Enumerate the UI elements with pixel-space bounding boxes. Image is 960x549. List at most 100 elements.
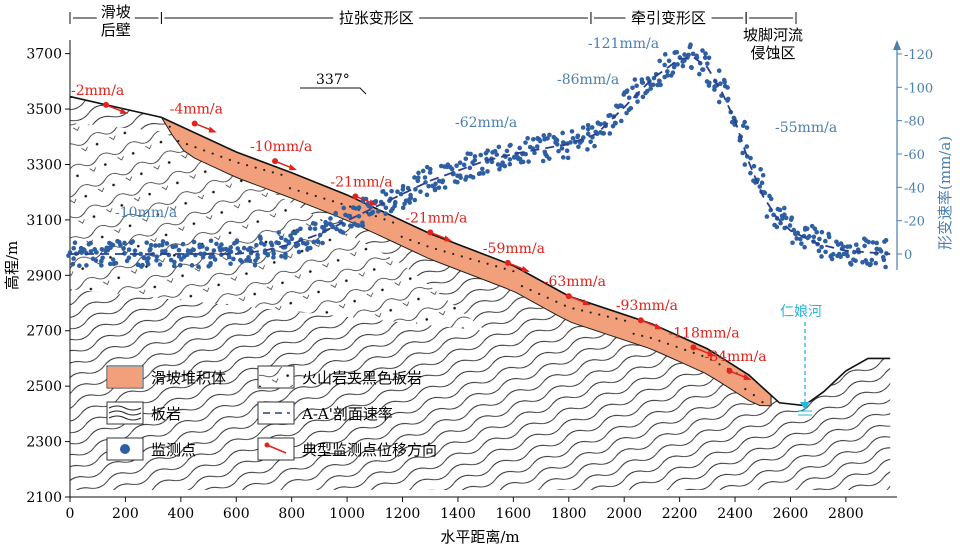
monitoring-dot <box>305 247 310 252</box>
y-tick-label: 2900 <box>26 268 62 284</box>
monitoring-dot <box>383 211 388 216</box>
monitoring-dot <box>138 251 143 257</box>
monitoring-dot <box>511 155 517 160</box>
x-tick-label: 2800 <box>828 506 864 522</box>
x-tick-label: 1200 <box>385 506 421 522</box>
monitoring-dot <box>523 140 528 145</box>
x-tick-label: 1000 <box>329 506 365 522</box>
monitoring-dot <box>395 189 400 194</box>
monitoring-dot <box>757 184 763 189</box>
monitoring-dot <box>619 118 624 124</box>
monitoring-dot <box>819 244 824 250</box>
deposit-gravel <box>280 173 283 176</box>
monitoring-dot <box>356 205 362 210</box>
monitoring-dot <box>718 81 723 86</box>
monitoring-dot <box>725 85 730 90</box>
monitoring-dot <box>740 150 745 156</box>
monitoring-dot <box>517 145 522 151</box>
monitoring-dot <box>648 86 653 91</box>
monitoring-dot <box>870 240 876 245</box>
monitoring-dot <box>812 226 818 232</box>
typical-monitoring-point <box>272 158 279 165</box>
monitoring-dot <box>163 248 168 254</box>
monitoring-dot <box>400 187 406 192</box>
monitoring-dot <box>666 58 672 64</box>
monitoring-dot <box>422 175 428 180</box>
monitoring-dot <box>485 148 491 154</box>
monitoring-dot <box>507 157 513 162</box>
monitoring-dot <box>607 112 613 118</box>
monitoring-dot <box>71 245 76 251</box>
deposit-gravel <box>323 197 326 200</box>
monitoring-dot <box>845 253 850 259</box>
monitoring-dot <box>853 258 858 264</box>
monitoring-dot <box>748 170 753 176</box>
monitoring-dot <box>436 185 442 190</box>
monitoring-dot <box>690 51 696 57</box>
deposit-gravel <box>409 238 412 242</box>
deposit-gravel <box>194 146 197 149</box>
monitoring-dot <box>418 189 423 194</box>
monitoring-dot <box>172 259 177 265</box>
monitoring-dot <box>228 245 234 250</box>
deposit-gravel <box>606 315 609 318</box>
monitoring-dot <box>619 103 624 109</box>
monitoring-dot <box>545 136 550 141</box>
monitoring-dot <box>392 200 398 206</box>
monitoring-dot <box>703 51 708 56</box>
arrow-swatch <box>266 444 287 454</box>
monitoring-dot <box>171 263 177 269</box>
monitoring-dot <box>869 257 875 263</box>
monitoring-dot <box>480 166 485 172</box>
deposit-gravel <box>684 348 687 351</box>
monitoring-dot <box>541 133 547 138</box>
monitoring-dot <box>424 192 430 198</box>
x-tick-label: 1800 <box>551 506 587 522</box>
monitoring-dot <box>458 175 463 180</box>
arrowhead-icon <box>444 235 453 242</box>
deposit-gravel <box>374 215 378 218</box>
legend-label: A-A'剖面速率 <box>301 405 393 423</box>
deposit-gravel <box>220 155 223 158</box>
monitoring-dot <box>532 150 537 156</box>
monitoring-dot <box>559 146 565 151</box>
slate-swatch <box>108 415 142 421</box>
deposit-gravel <box>314 194 317 198</box>
arrowhead-icon <box>120 107 129 114</box>
river-water-icon <box>798 410 812 416</box>
y2-axis-arrow-icon <box>893 40 901 50</box>
monitoring-dot <box>759 180 765 186</box>
monitoring-point-label: -4mm/a <box>170 101 223 117</box>
y-tick-label: 3100 <box>26 213 62 229</box>
dot-icon <box>120 444 130 454</box>
monitoring-point-label: -93mm/a <box>616 298 678 314</box>
monitoring-dot <box>496 144 502 150</box>
deposit-gravel <box>752 394 755 397</box>
x-tick-label: 2000 <box>606 506 642 522</box>
deposit-gravel <box>168 125 171 128</box>
monitoring-dot <box>99 263 104 268</box>
deposit-gravel <box>271 171 274 174</box>
monitoring-dot <box>253 258 258 264</box>
monitoring-dot <box>670 70 676 75</box>
monitoring-dot <box>706 83 712 88</box>
typical-monitoring-point <box>427 229 434 236</box>
monitoring-dot <box>93 258 99 263</box>
deposit-gravel <box>452 252 455 256</box>
legend-label: 典型监测点位移方向 <box>302 441 437 459</box>
arrowhead-icon <box>582 299 591 306</box>
monitoring-dot <box>556 148 561 154</box>
monitoring-dot <box>632 77 638 82</box>
monitoring-dot <box>330 224 336 230</box>
monitoring-dot <box>204 246 210 252</box>
monitoring-dot <box>283 255 288 260</box>
monitoring-dot <box>457 160 463 166</box>
deposit-gravel <box>632 332 635 335</box>
monitoring-dot <box>819 254 824 259</box>
deposit-gravel <box>615 317 618 320</box>
deposit-gravel <box>718 363 721 366</box>
monitoring-dot <box>530 136 536 142</box>
monitoring-dot <box>883 264 888 270</box>
deposit-gravel <box>666 342 670 345</box>
monitoring-dot <box>542 149 548 155</box>
